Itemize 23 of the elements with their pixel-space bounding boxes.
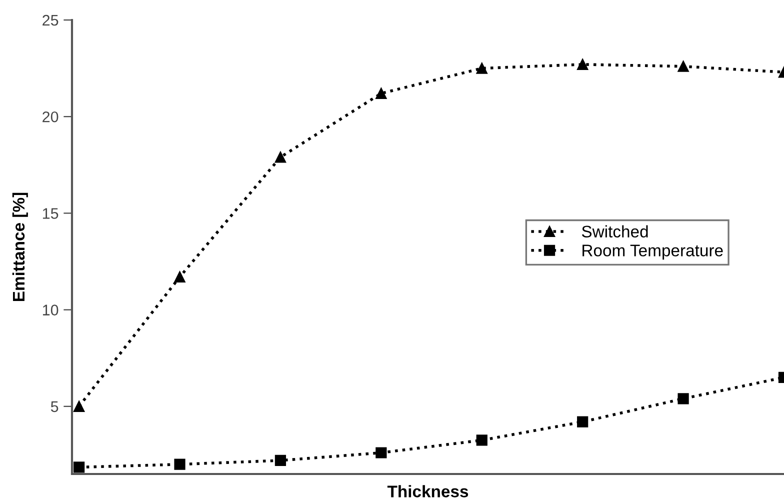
point <box>476 434 488 446</box>
x-axis-title: Thickness <box>387 485 468 498</box>
legend-label: Room Temperature <box>582 244 723 260</box>
point <box>73 462 85 473</box>
y-tick-label: 25 <box>42 14 58 26</box>
point <box>376 88 387 99</box>
point <box>476 62 488 74</box>
point <box>73 400 85 412</box>
y-tick-label: 15 <box>42 208 58 219</box>
point <box>274 454 286 466</box>
point <box>577 58 588 70</box>
point <box>678 60 689 72</box>
point <box>174 458 186 470</box>
point <box>274 152 286 163</box>
point <box>577 416 588 428</box>
point <box>376 447 387 458</box>
legend-label: Switched <box>582 225 648 238</box>
y-tick-label: 20 <box>42 111 58 122</box>
point <box>678 393 689 404</box>
y-axis-title: Emittance [%] <box>12 192 28 301</box>
point <box>174 271 186 282</box>
y-tick-label: 5 <box>50 401 58 412</box>
y-tick-label: 10 <box>42 304 58 316</box>
